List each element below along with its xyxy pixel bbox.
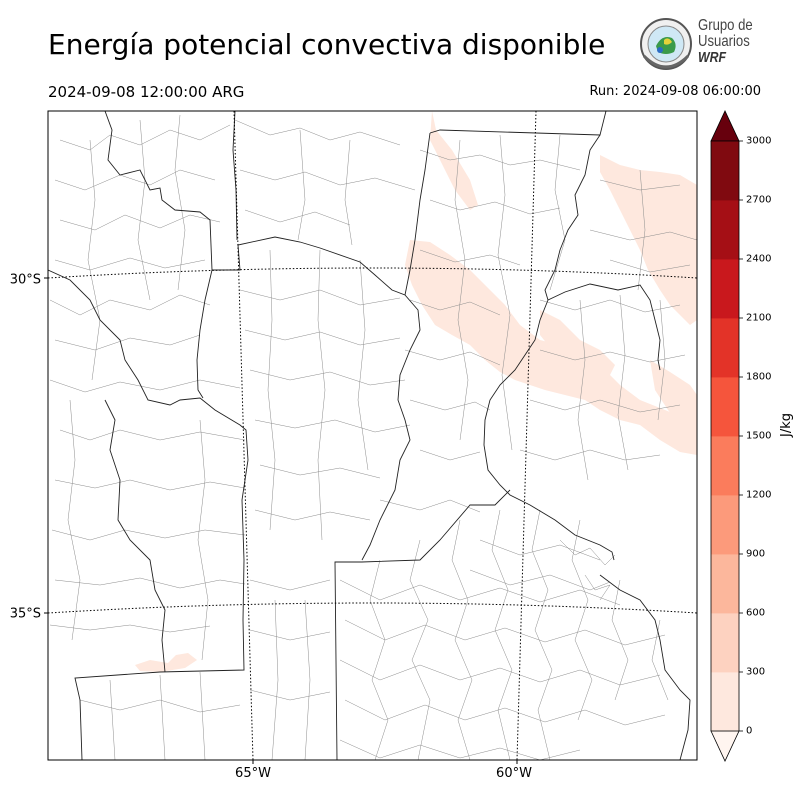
map-background: [48, 111, 697, 760]
lat-label-30s: 30°S: [9, 272, 41, 288]
colorbar-tick-label: 2100: [746, 312, 772, 324]
colorbar-tick-label: 2400: [746, 253, 772, 265]
colorbar-extend-bottom: [710, 730, 740, 762]
colorbar-segment: [711, 613, 739, 673]
grupo-usuarios-wrf-logo: Grupo de Usuarios WRF: [638, 16, 768, 74]
logo-line-2: Usuarios: [698, 33, 750, 50]
colorbar-tick-label: 900: [746, 548, 766, 560]
province-boundaries: [48, 111, 691, 760]
colorbar-segment: [711, 259, 739, 319]
logo-line-3: WRF: [698, 49, 727, 66]
colorbar-extend-top: [710, 110, 740, 142]
colorbar: [710, 110, 743, 762]
colorbar-segment: [711, 200, 739, 260]
colorbar-tick-label: 1200: [746, 489, 772, 501]
valid-time: 2024-09-08 12:00:00 ARG: [48, 83, 245, 101]
cape-shading: [135, 111, 697, 672]
logo-emblem-icon: [640, 18, 692, 70]
lon-label-65w: 65°W: [235, 766, 271, 781]
department-boundaries: [49, 114, 697, 760]
colorbar-tick-label: 300: [746, 666, 766, 678]
logo-line-1: Grupo de: [698, 17, 753, 34]
colorbar-segment: [711, 377, 739, 437]
colorbar-unit: J/kg: [779, 413, 794, 437]
colorbar-segment: [711, 141, 739, 201]
run-time: Run: 2024-09-08 06:00:00: [589, 84, 761, 99]
colorbar-segment: [711, 672, 739, 732]
map-title: Energía potencial convectiva disponible: [48, 28, 606, 61]
graticule: [48, 111, 697, 760]
lon-label-60w: 60°W: [496, 766, 532, 781]
colorbar-segment: [711, 318, 739, 378]
colorbar-segment: [711, 495, 739, 555]
colorbar-tick-label: 2700: [746, 194, 772, 206]
colorbar-tick-label: 1500: [746, 430, 772, 442]
colorbar-tick-label: 600: [746, 607, 766, 619]
colorbar-segment: [711, 436, 739, 496]
colorbar-tick-label: 0: [746, 725, 753, 737]
colorbar-tick-label: 3000: [746, 135, 772, 147]
colorbar-segment: [711, 554, 739, 614]
colorbar-tick-label: 1800: [746, 371, 772, 383]
map-frame: [47, 110, 698, 761]
lat-label-35s: 35°S: [9, 606, 41, 622]
